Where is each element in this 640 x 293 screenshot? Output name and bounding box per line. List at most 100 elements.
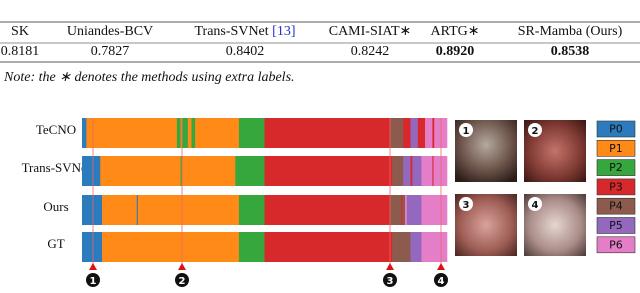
phase-segment bbox=[264, 232, 393, 262]
phase-segment bbox=[137, 195, 240, 225]
phase-segment bbox=[82, 118, 87, 148]
phase-segment bbox=[432, 156, 434, 186]
legend-label: P2 bbox=[609, 161, 623, 174]
phase-segment bbox=[264, 156, 393, 186]
phase-segment bbox=[82, 232, 103, 262]
phase-segment bbox=[102, 195, 138, 225]
column-header: Uniandes-BCV bbox=[67, 24, 153, 39]
phase-segment bbox=[136, 195, 139, 225]
phase-segment bbox=[102, 232, 240, 262]
legend-label: P0 bbox=[609, 123, 623, 136]
phase-segment bbox=[82, 156, 101, 186]
legend-label: P6 bbox=[609, 238, 623, 251]
phase-segment bbox=[410, 232, 422, 262]
image-number: 1 bbox=[463, 126, 470, 137]
phase-segment bbox=[86, 118, 178, 148]
phase-segment bbox=[82, 195, 103, 225]
marker-badge bbox=[175, 273, 189, 287]
table-cell: 0.8538 bbox=[551, 44, 590, 59]
legend-swatch bbox=[596, 159, 636, 176]
phase-segment bbox=[403, 156, 411, 186]
column-header: Trans-SVNet [13] bbox=[195, 24, 296, 39]
note: Note: the ∗ denotes the methods using ex… bbox=[3, 70, 295, 85]
marker-arrow bbox=[437, 263, 445, 270]
image-number: 2 bbox=[532, 126, 539, 137]
legend-label: P5 bbox=[609, 219, 623, 232]
image-badge bbox=[459, 123, 473, 137]
legend-swatch bbox=[596, 140, 636, 157]
phase-segment bbox=[421, 232, 448, 262]
phase-segment bbox=[238, 118, 265, 148]
phase-segment bbox=[264, 118, 391, 148]
phase-segment bbox=[182, 118, 189, 148]
phase-segment bbox=[191, 118, 196, 148]
image-badge bbox=[528, 197, 542, 211]
phase-segment bbox=[392, 156, 404, 186]
phase-segment bbox=[195, 118, 240, 148]
image-badge bbox=[528, 123, 542, 137]
phase-segment bbox=[410, 118, 419, 148]
phase-segment bbox=[432, 118, 435, 148]
marker-badge bbox=[86, 273, 100, 287]
table-cell: 0.8920 bbox=[436, 44, 475, 59]
phase-segment bbox=[401, 195, 403, 225]
legend-swatch bbox=[596, 217, 636, 234]
phase-segment bbox=[235, 156, 265, 186]
phase-segment bbox=[182, 156, 236, 186]
legend-swatch bbox=[596, 197, 636, 215]
phase-segment bbox=[410, 156, 413, 186]
image-number: 3 bbox=[463, 200, 470, 211]
image-badge bbox=[459, 197, 473, 211]
legend-label: P1 bbox=[609, 142, 623, 155]
marker-badge bbox=[434, 273, 448, 287]
column-header: SR-Mamba (Ours) bbox=[518, 24, 623, 39]
phase-segment bbox=[390, 195, 402, 225]
phase-segment bbox=[238, 232, 265, 262]
phase-segment bbox=[425, 118, 433, 148]
phase-segment bbox=[421, 156, 433, 186]
marker-arrow bbox=[89, 263, 97, 270]
table-cell: 0.8242 bbox=[351, 44, 390, 59]
marker-number: 2 bbox=[179, 276, 186, 287]
marker-arrow bbox=[178, 263, 186, 270]
legend-swatch bbox=[596, 236, 636, 254]
table-cell: 0.8181 bbox=[1, 44, 40, 59]
image-number: 4 bbox=[532, 200, 539, 211]
phase-segment bbox=[100, 156, 181, 186]
column-header: ARTG∗ bbox=[431, 24, 480, 39]
phase-segment bbox=[412, 156, 422, 186]
phase-segment bbox=[402, 195, 406, 225]
column-header: CAMI-SIAT∗ bbox=[329, 24, 412, 39]
marker-number: 4 bbox=[438, 276, 445, 287]
phase-segment bbox=[433, 156, 448, 186]
legend-label: P4 bbox=[609, 200, 623, 213]
citation[interactable]: [13] bbox=[272, 24, 295, 39]
phase-segment bbox=[421, 195, 448, 225]
legend-swatch bbox=[596, 120, 636, 138]
legend-label: P3 bbox=[609, 180, 623, 193]
phase-segment bbox=[176, 118, 181, 148]
phase-segment bbox=[406, 195, 422, 225]
row-label: TeCNO bbox=[36, 122, 76, 137]
header-text: Trans-SVNet bbox=[195, 24, 269, 39]
phase-segment bbox=[403, 118, 411, 148]
row-label: GT bbox=[47, 236, 64, 251]
phase-segment bbox=[417, 118, 426, 148]
image-grid bbox=[455, 120, 586, 256]
row-label: Trans-SVNet bbox=[22, 160, 91, 175]
phase-segment bbox=[390, 118, 404, 148]
marker-number: 3 bbox=[387, 276, 394, 287]
table-cell: 0.7827 bbox=[91, 44, 130, 59]
marker-badge bbox=[383, 273, 397, 287]
phase-segment bbox=[405, 195, 408, 225]
phase-segment bbox=[392, 232, 411, 262]
marker-number: 1 bbox=[90, 276, 97, 287]
phase-segment bbox=[264, 195, 391, 225]
phase-segment bbox=[238, 195, 265, 225]
marker-arrow bbox=[386, 263, 394, 270]
legend-swatch bbox=[596, 178, 636, 196]
table-cell: 0.8402 bbox=[226, 44, 265, 59]
phase-segment bbox=[187, 118, 192, 148]
column-header: SK bbox=[11, 24, 29, 39]
